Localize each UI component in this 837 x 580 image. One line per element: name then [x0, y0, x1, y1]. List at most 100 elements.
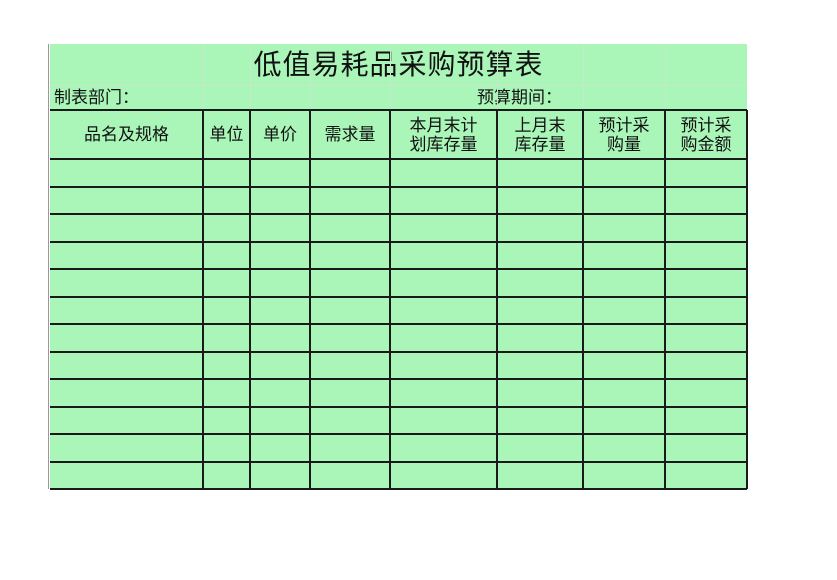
table-cell[interactable]	[203, 407, 250, 435]
table-cell[interactable]	[310, 159, 390, 187]
table-cell[interactable]	[50, 462, 203, 490]
table-cell[interactable]	[665, 159, 747, 187]
table-cell[interactable]	[50, 324, 203, 352]
table-cell[interactable]	[50, 187, 203, 215]
table-cell[interactable]	[203, 324, 250, 352]
table-cell[interactable]	[497, 379, 583, 407]
table-cell[interactable]	[583, 379, 665, 407]
table-cell[interactable]	[250, 462, 310, 490]
table-cell[interactable]	[583, 407, 665, 435]
table-cell[interactable]	[50, 297, 203, 325]
table-cell[interactable]	[665, 187, 747, 215]
table-cell[interactable]	[497, 214, 583, 242]
table-cell[interactable]	[310, 297, 390, 325]
table-cell[interactable]	[310, 462, 390, 490]
table-cell[interactable]	[665, 269, 747, 297]
table-cell[interactable]	[497, 297, 583, 325]
table-cell[interactable]	[203, 242, 250, 270]
table-cell[interactable]	[583, 324, 665, 352]
table-cell[interactable]	[583, 462, 665, 490]
table-cell[interactable]	[250, 297, 310, 325]
table-cell[interactable]	[310, 242, 390, 270]
table-cell[interactable]	[50, 379, 203, 407]
table-cell[interactable]	[203, 187, 250, 215]
table-cell[interactable]	[497, 434, 583, 462]
table-cell[interactable]	[390, 269, 497, 297]
table-cell[interactable]	[665, 242, 747, 270]
table-cell[interactable]	[203, 379, 250, 407]
table-cell[interactable]	[390, 214, 497, 242]
table-cell[interactable]	[583, 187, 665, 215]
table-cell[interactable]	[583, 434, 665, 462]
table-cell[interactable]	[50, 352, 203, 380]
table-cell[interactable]	[203, 159, 250, 187]
table-cell[interactable]	[250, 379, 310, 407]
table-cell[interactable]	[583, 214, 665, 242]
column-border	[664, 110, 666, 489]
table-cell[interactable]	[390, 434, 497, 462]
table-cell[interactable]	[310, 352, 390, 380]
table-cell[interactable]	[203, 269, 250, 297]
table-cell[interactable]	[390, 297, 497, 325]
table-cell[interactable]	[497, 352, 583, 380]
table-cell[interactable]	[665, 352, 747, 380]
table-cell[interactable]	[250, 324, 310, 352]
table-cell[interactable]	[310, 324, 390, 352]
table-cell[interactable]	[497, 269, 583, 297]
table-cell[interactable]	[390, 379, 497, 407]
table-cell[interactable]	[203, 297, 250, 325]
table-cell[interactable]	[497, 187, 583, 215]
table-cell[interactable]	[497, 324, 583, 352]
table-cell[interactable]	[50, 434, 203, 462]
table-cell[interactable]	[310, 269, 390, 297]
table-cell[interactable]	[50, 269, 203, 297]
row-border	[50, 185, 747, 188]
table-cell[interactable]	[583, 297, 665, 325]
table-cell[interactable]	[250, 214, 310, 242]
table-cell[interactable]	[250, 159, 310, 187]
table-cell[interactable]	[390, 462, 497, 490]
table-cell[interactable]	[665, 434, 747, 462]
table-cell[interactable]	[50, 407, 203, 435]
table-cell[interactable]	[665, 214, 747, 242]
table-cell[interactable]	[250, 242, 310, 270]
table-cell[interactable]	[497, 159, 583, 187]
table-cell[interactable]	[390, 324, 497, 352]
table-cell[interactable]	[310, 187, 390, 215]
table-cell[interactable]	[583, 242, 665, 270]
table-cell[interactable]	[583, 269, 665, 297]
table-cell[interactable]	[310, 407, 390, 435]
table-cell[interactable]	[390, 407, 497, 435]
table-cell[interactable]	[50, 159, 203, 187]
table-cell[interactable]	[50, 214, 203, 242]
table-cell[interactable]	[497, 242, 583, 270]
column-border	[582, 110, 584, 489]
table-cell[interactable]	[203, 214, 250, 242]
table-cell[interactable]	[310, 434, 390, 462]
table-cell[interactable]	[583, 352, 665, 380]
table-cell[interactable]	[250, 352, 310, 380]
table-cell[interactable]	[203, 352, 250, 380]
table-cell[interactable]	[497, 407, 583, 435]
table-cell[interactable]	[665, 297, 747, 325]
table-cell[interactable]	[390, 187, 497, 215]
table-cell[interactable]	[390, 352, 497, 380]
table-cell[interactable]	[310, 379, 390, 407]
table-cell[interactable]	[203, 462, 250, 490]
table-cell[interactable]	[50, 242, 203, 270]
table-cell[interactable]	[250, 187, 310, 215]
table-cell[interactable]	[665, 379, 747, 407]
table-cell[interactable]	[203, 434, 250, 462]
table-cell[interactable]	[665, 324, 747, 352]
table-cell[interactable]	[310, 214, 390, 242]
table-cell[interactable]	[583, 159, 665, 187]
table-cell[interactable]	[665, 407, 747, 435]
table-cell[interactable]	[250, 434, 310, 462]
table-cell[interactable]	[665, 462, 747, 490]
table-cell[interactable]	[497, 462, 583, 490]
table-cell[interactable]	[390, 159, 497, 187]
table-cell[interactable]	[390, 242, 497, 270]
table-cell[interactable]	[250, 407, 310, 435]
row-border	[50, 378, 747, 380]
table-cell[interactable]	[250, 269, 310, 297]
